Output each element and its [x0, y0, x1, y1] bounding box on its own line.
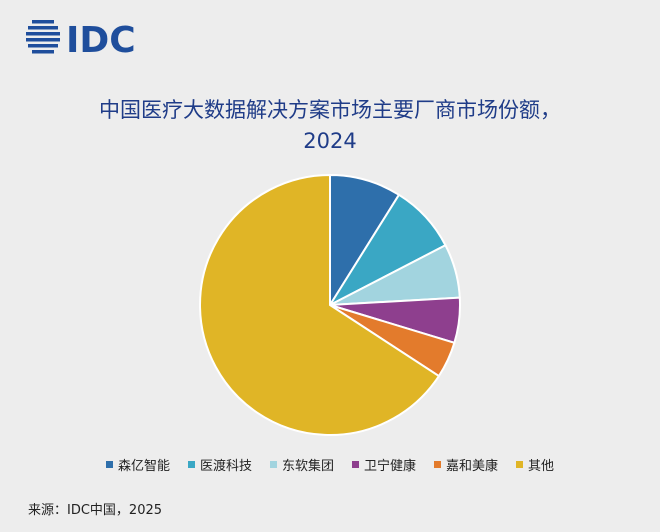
legend-label-5: 其他 — [528, 459, 555, 474]
chart-title-line2: 2024 — [303, 129, 357, 153]
legend-swatch-0 — [105, 461, 113, 468]
pie-slice-5 — [199, 173, 441, 436]
legend-label-3: 卫宁健康 — [364, 459, 417, 474]
legend-swatch-5 — [516, 461, 524, 468]
legend-swatch-1 — [187, 461, 195, 468]
legend-swatch-2 — [269, 461, 277, 468]
legend: 森亿智能 医渡科技 东软集团 卫宁健康 嘉和美康 其他 — [0, 455, 660, 474]
legend-item-5: 其他 — [516, 455, 554, 474]
globe-icon — [26, 20, 60, 54]
legend-label-0: 森亿智能 — [117, 459, 170, 474]
legend-item-2: 东软集团 — [269, 455, 334, 474]
source-note: 来源：IDC中国，2025 — [28, 503, 163, 518]
legend-swatch-4 — [434, 461, 442, 468]
legend-swatch-3 — [352, 461, 359, 468]
pie-chart — [199, 173, 461, 436]
idc-logo: IDC — [26, 20, 136, 60]
legend-item-1: 医渡科技 — [187, 455, 252, 474]
chart-title-line1: 中国医疗大数据解决方案市场主要厂商市场份额， — [99, 98, 561, 122]
logo-text: IDC — [66, 20, 136, 60]
legend-label-1: 医渡科技 — [199, 459, 252, 474]
legend-item-3: 卫宁健康 — [352, 455, 416, 474]
legend-label-2: 东软集团 — [281, 459, 334, 474]
legend-item-0: 森亿智能 — [105, 455, 170, 474]
legend-label-4: 嘉和美康 — [446, 459, 499, 474]
legend-item-4: 嘉和美康 — [434, 455, 498, 474]
